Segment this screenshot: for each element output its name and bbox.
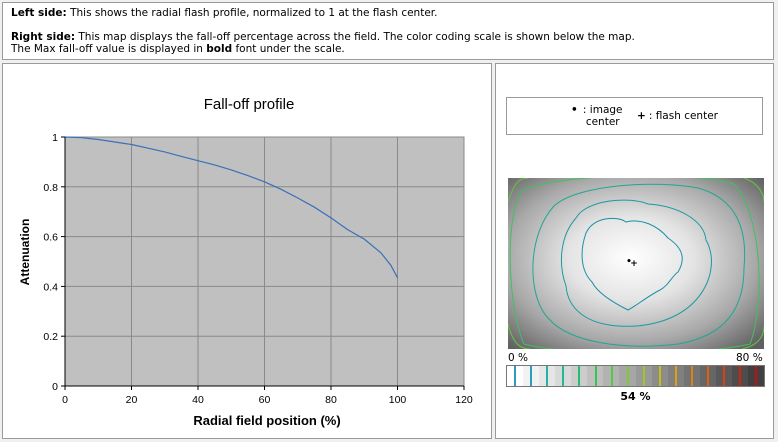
scale-segment xyxy=(747,366,764,386)
scale-color-tick xyxy=(690,366,693,386)
scale-segment xyxy=(507,366,524,386)
x-tick-label: 80 xyxy=(325,394,337,406)
chart-title: Fall-off profile xyxy=(204,96,295,113)
left-side-text: This shows the radial flash profile, nor… xyxy=(66,7,438,19)
maxfalloff-text-post: font under the scale. xyxy=(232,43,345,55)
map-legend: • : image center + : flash center xyxy=(506,97,763,135)
legend-image-center-label: : image center xyxy=(582,104,623,128)
x-tick-label: 40 xyxy=(192,394,204,406)
flash-center-plus-icon: + xyxy=(637,110,646,122)
scale-segment xyxy=(651,366,668,386)
left-side-label: Left side: xyxy=(11,7,67,19)
x-tick-label: 0 xyxy=(62,394,68,406)
x-tick-label: 20 xyxy=(126,394,138,406)
falloff-contour xyxy=(560,199,712,327)
x-tick-label: 100 xyxy=(389,394,407,406)
falloff-contour xyxy=(507,177,765,350)
scale-segment xyxy=(619,366,636,386)
scale-color-tick xyxy=(546,366,549,386)
scale-color-tick xyxy=(706,366,709,386)
info-line-left: Left side: This shows the radial flash p… xyxy=(11,7,765,19)
falloff-contour xyxy=(581,217,683,311)
legend-flash-center-label: : flash center xyxy=(648,110,718,122)
scale-color-tick xyxy=(530,366,533,386)
scale-segment xyxy=(539,366,556,386)
scale-color-tick xyxy=(562,366,565,386)
falloff-map-panel: • : image center + : flash center xyxy=(495,63,774,439)
scale-segment xyxy=(555,366,572,386)
x-tick-labels: 0 20 40 60 80 100 120 xyxy=(62,386,473,406)
y-tick-label: 0.4 xyxy=(43,281,58,293)
scale-color-tick xyxy=(514,366,517,386)
scale-color-tick xyxy=(674,366,677,386)
y-tick-label: 0.2 xyxy=(43,331,58,343)
scale-segment xyxy=(571,366,588,386)
scale-color-tick xyxy=(626,366,629,386)
x-tick-label: 60 xyxy=(259,394,271,406)
scale-segment xyxy=(587,366,604,386)
scale-segment xyxy=(667,366,684,386)
falloff-profile-chart: 0 20 40 60 80 100 120 0 0.2 0.4 0.6 0.8 1 Fall-off … xyxy=(18,96,473,428)
legend-flash-center: + : flash center xyxy=(637,110,718,122)
y-tick-labels: 0 0.2 0.4 0.6 0.8 1 xyxy=(43,132,65,393)
falloff-map: • + xyxy=(507,175,765,354)
falloff-map-image: • + xyxy=(507,175,765,354)
y-tick-label: 0.8 xyxy=(43,182,58,194)
scale-segment xyxy=(635,366,652,386)
y-axis-label: Attenuation xyxy=(18,219,32,286)
scale-color-tick xyxy=(610,366,613,386)
chart-grid xyxy=(65,136,465,386)
scale-segment xyxy=(683,366,700,386)
maxfalloff-text-pre: The Max fall-off value is displayed in xyxy=(11,43,207,55)
x-tick-label: 120 xyxy=(455,394,473,406)
y-tick-label: 0 xyxy=(52,381,58,393)
scale-segment xyxy=(699,366,716,386)
scale-color-tick xyxy=(755,366,758,386)
right-side-text: This map displays the fall-off percentag… xyxy=(75,31,635,43)
legend-image-center: • : image center xyxy=(571,104,625,128)
scale-segment xyxy=(715,366,732,386)
scale-max-label: 80 % xyxy=(736,352,763,364)
scale-color-tick xyxy=(594,366,597,386)
y-tick-label: 0.6 xyxy=(43,232,58,244)
image-center-dot-icon: • xyxy=(626,257,632,267)
scale-segment xyxy=(603,366,620,386)
right-side-label: Right side: xyxy=(11,31,76,43)
falloff-profile-panel: 0 20 40 60 80 100 120 0 0.2 0.4 0.6 0.8 1 Fall-off … xyxy=(2,63,492,439)
flash-center-plus-icon: + xyxy=(630,259,638,269)
info-line-right: Right side: This map displays the fall-o… xyxy=(11,31,765,43)
maxfalloff-text-bold: bold xyxy=(206,43,233,55)
chart-series-line xyxy=(64,136,399,278)
scale-color-tick xyxy=(642,366,645,386)
falloff-contour xyxy=(532,183,746,347)
scale-color-tick xyxy=(658,366,661,386)
y-tick-label: 1 xyxy=(52,132,58,144)
scale-segment xyxy=(523,366,540,386)
info-panel: Left side: This shows the radial flash p… xyxy=(2,2,774,60)
scale-color-tick xyxy=(723,366,726,386)
falloff-color-scale xyxy=(506,365,765,387)
scale-min-label: 0 % xyxy=(508,352,528,364)
x-axis-label: Radial field position (%) xyxy=(193,413,340,428)
scale-color-tick xyxy=(739,366,742,386)
max-falloff-value: 54 % xyxy=(620,390,651,403)
scale-segment xyxy=(731,366,748,386)
info-line-maxfalloff: The Max fall-off value is displayed in b… xyxy=(11,43,765,55)
scale-color-tick xyxy=(578,366,581,386)
image-center-dot-icon: • xyxy=(571,104,578,116)
